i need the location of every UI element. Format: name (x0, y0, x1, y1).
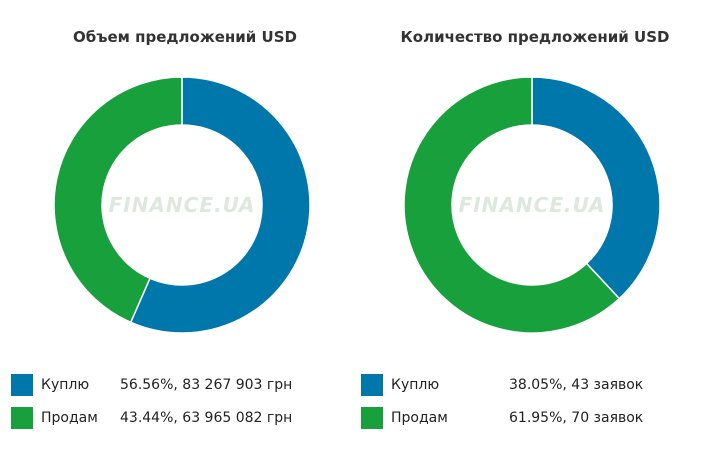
legend-item-buy[interactable]: Куплю 56.56%, 83 267 903 грн (11, 374, 351, 404)
legend-label: Продам (391, 410, 448, 426)
slice-sell[interactable] (53, 76, 183, 324)
donut-chart-volume: FINANCE.UA (53, 76, 311, 334)
watermark-logo: FINANCE.UA (109, 193, 256, 217)
donut-chart-count: FINANCE.UA (403, 76, 661, 334)
legend-label: Куплю (41, 377, 90, 393)
watermark-logo: FINANCE.UA (459, 193, 606, 217)
slice-sell[interactable] (403, 76, 621, 334)
legend-value: 43.44%, 63 965 082 грн (120, 410, 293, 426)
legend-value: 61.95%, 70 заявок (509, 410, 644, 426)
legend-item-sell[interactable]: Продам 61.95%, 70 заявок (361, 407, 701, 437)
legend-value: 38.05%, 43 заявок (509, 377, 644, 393)
slice-buy[interactable] (531, 76, 661, 300)
legend-label: Куплю (391, 377, 440, 393)
legend-label: Продам (41, 410, 98, 426)
chart-panel-count: Количество предложений USD FINANCE.UA Ку… (350, 0, 710, 455)
legend-value: 56.56%, 83 267 903 грн (120, 377, 293, 393)
legend-swatch-sell (361, 407, 383, 429)
legend-swatch-buy (11, 374, 33, 396)
chart-title: Количество предложений USD (400, 28, 670, 46)
legend-swatch-sell (11, 407, 33, 429)
legend: Куплю 56.56%, 83 267 903 грн Продам 43.4… (11, 374, 351, 440)
legend-item-sell[interactable]: Продам 43.44%, 63 965 082 грн (11, 407, 351, 437)
legend: Куплю 38.05%, 43 заявок Продам 61.95%, 7… (361, 374, 701, 440)
legend-item-buy[interactable]: Куплю 38.05%, 43 заявок (361, 374, 701, 404)
slice-buy[interactable] (129, 76, 311, 334)
legend-swatch-buy (361, 374, 383, 396)
chart-panel-volume: Объем предложений USD FINANCE.UA Куплю 5… (11, 28, 351, 440)
chart-title: Объем предложений USD (73, 28, 297, 46)
